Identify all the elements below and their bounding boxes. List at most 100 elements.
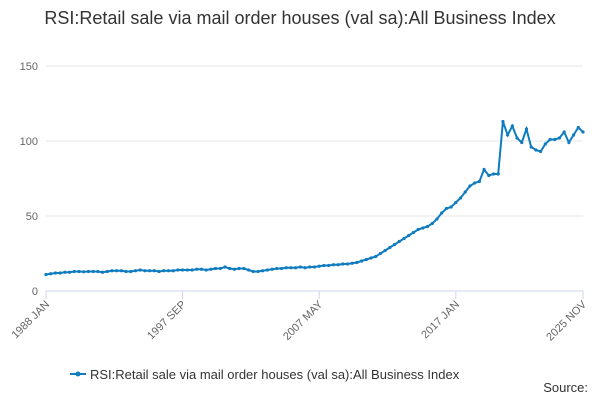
data-point	[166, 269, 171, 273]
y-tick-label: 150	[20, 61, 38, 73]
data-point	[138, 268, 142, 272]
data-point	[242, 266, 246, 271]
data-point	[171, 269, 175, 273]
data-point	[251, 269, 255, 274]
data-point	[487, 173, 491, 178]
data-point	[355, 260, 359, 265]
data-point	[72, 269, 76, 274]
data-point	[133, 269, 138, 273]
data-point	[482, 167, 486, 172]
y-tick-label: 100	[20, 136, 38, 148]
data-point	[463, 190, 467, 194]
data-point	[515, 136, 519, 140]
data-point	[345, 262, 350, 266]
data-point	[91, 269, 95, 274]
data-point	[331, 263, 335, 267]
data-point	[468, 184, 472, 188]
data-point	[77, 269, 81, 274]
data-point	[407, 233, 411, 238]
data-point	[449, 205, 453, 209]
data-point	[213, 266, 218, 271]
data-point	[67, 270, 72, 274]
y-tick-label: 50	[26, 211, 38, 223]
data-point	[228, 266, 232, 271]
data-point	[444, 206, 448, 211]
data-point	[199, 267, 204, 271]
data-point	[232, 267, 237, 271]
data-point	[510, 124, 514, 128]
data-point	[374, 254, 378, 259]
data-point	[49, 272, 53, 276]
data-point	[529, 145, 533, 149]
x-tick-label: 2025 NOV	[544, 298, 589, 343]
legend-marker	[75, 371, 81, 377]
data-point	[317, 264, 321, 268]
data-point	[105, 269, 109, 274]
data-point	[581, 130, 585, 134]
data-point	[336, 263, 340, 267]
data-point	[279, 266, 284, 271]
data-point	[157, 269, 161, 274]
data-point	[298, 265, 302, 269]
data-point	[53, 271, 58, 275]
data-point	[562, 130, 566, 134]
data-point	[270, 267, 274, 271]
legend-label: RSI:Retail sale via mail order houses (v…	[90, 367, 460, 382]
data-point	[524, 127, 529, 131]
data-point	[327, 263, 331, 268]
data-point	[110, 269, 114, 273]
data-point	[195, 267, 199, 271]
data-point	[143, 269, 147, 273]
data-point	[185, 268, 189, 272]
data-point	[440, 211, 444, 215]
data-point	[152, 269, 156, 273]
data-point	[261, 269, 265, 273]
x-tick-label: 1988 JAN	[9, 299, 52, 342]
data-point	[388, 245, 392, 250]
data-point	[571, 133, 576, 137]
data-point	[539, 149, 543, 154]
data-point	[520, 140, 524, 145]
data-point	[369, 256, 373, 260]
data-point	[341, 262, 345, 266]
data-point	[378, 251, 383, 256]
data-point	[181, 268, 185, 272]
data-point	[86, 269, 90, 274]
y-tick-label: 0	[32, 286, 38, 298]
data-point	[303, 266, 307, 270]
data-point	[477, 179, 481, 184]
data-point	[496, 172, 500, 176]
x-tick-label: 1997 SEP	[145, 299, 189, 343]
data-point	[275, 266, 279, 271]
data-point	[190, 268, 194, 272]
data-point	[397, 239, 401, 244]
data-point	[392, 242, 397, 247]
data-point	[204, 268, 208, 272]
data-point	[501, 119, 505, 124]
data-point	[402, 236, 406, 241]
data-point	[548, 137, 552, 142]
data-point	[294, 266, 298, 270]
data-point	[557, 136, 562, 140]
data-point	[209, 267, 213, 271]
data-point	[576, 125, 580, 130]
data-point	[416, 227, 420, 232]
data-point	[148, 269, 152, 273]
data-point	[289, 266, 293, 270]
data-point	[246, 268, 251, 272]
data-point	[218, 266, 222, 271]
data-point	[553, 137, 557, 142]
data-point	[567, 140, 571, 145]
data-point	[411, 230, 416, 235]
data-point	[223, 265, 227, 269]
data-point	[360, 259, 364, 263]
data-point	[256, 269, 260, 274]
data-point	[96, 269, 100, 274]
data-point	[421, 226, 425, 230]
series-line	[45, 121, 584, 276]
data-point	[458, 196, 463, 200]
data-point	[176, 268, 180, 272]
data-point	[430, 221, 434, 226]
data-point	[534, 148, 538, 152]
